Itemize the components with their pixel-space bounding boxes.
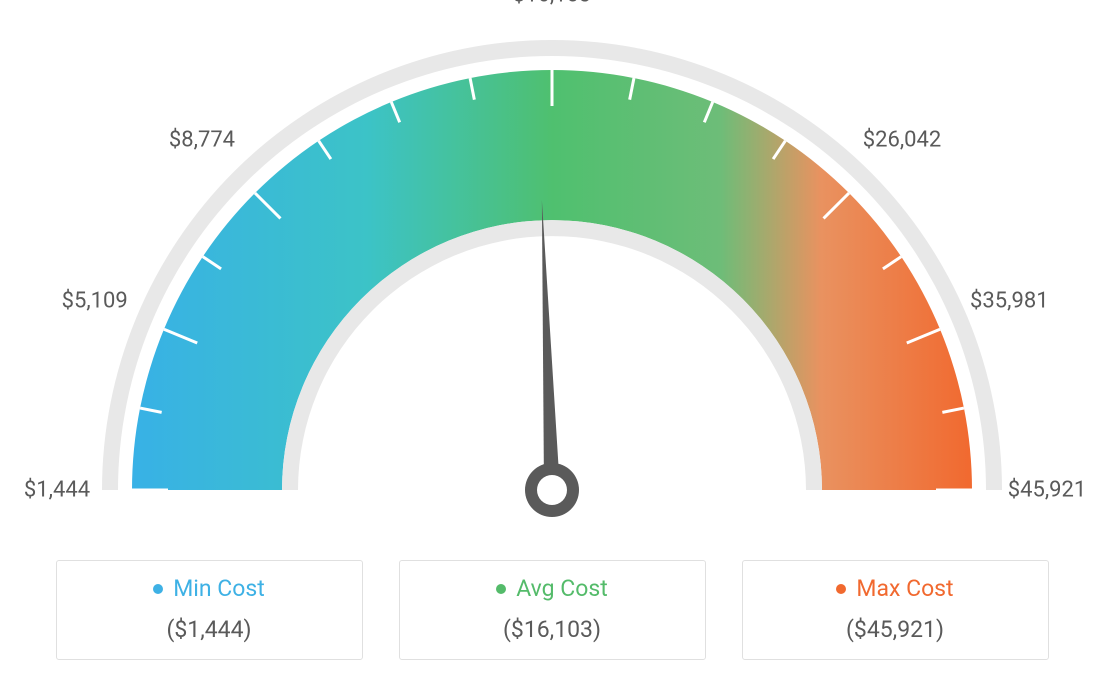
gauge-svg [0, 0, 1104, 560]
cost-card-value: ($16,103) [400, 616, 705, 643]
gauge-scale-label: $35,981 [970, 288, 1049, 313]
cost-card-title-text: Avg Cost [516, 575, 608, 602]
gauge-scale-label: $26,042 [863, 127, 942, 152]
cost-card-value: ($1,444) [57, 616, 362, 643]
cost-card-value: ($45,921) [743, 616, 1048, 643]
gauge-scale-label: $1,444 [24, 478, 90, 503]
bullet-icon [836, 584, 846, 594]
cost-card-max: Max Cost ($45,921) [742, 560, 1049, 660]
gauge-chart: $1,444 $5,109 $8,774 $16,103 $26,042 $35,981 $… [0, 0, 1104, 560]
cost-card-title-text: Max Cost [856, 575, 953, 602]
cost-card-title: Avg Cost [400, 575, 705, 602]
gauge-scale-label: $5,109 [62, 288, 128, 313]
cost-card-min: Min Cost ($1,444) [56, 560, 363, 660]
gauge-scale-label: $8,774 [169, 127, 235, 152]
cost-card-avg: Avg Cost ($16,103) [399, 560, 706, 660]
cost-card-title: Max Cost [743, 575, 1048, 602]
cost-legend: Min Cost ($1,444) Avg Cost ($16,103) Max Cos… [0, 560, 1104, 660]
cost-card-title-text: Min Cost [173, 575, 265, 602]
gauge-scale-label: $16,103 [513, 0, 592, 8]
bullet-icon [496, 584, 506, 594]
gauge-scale-label: $45,921 [1008, 478, 1087, 503]
cost-card-title: Min Cost [57, 575, 362, 602]
bullet-icon [153, 584, 163, 594]
